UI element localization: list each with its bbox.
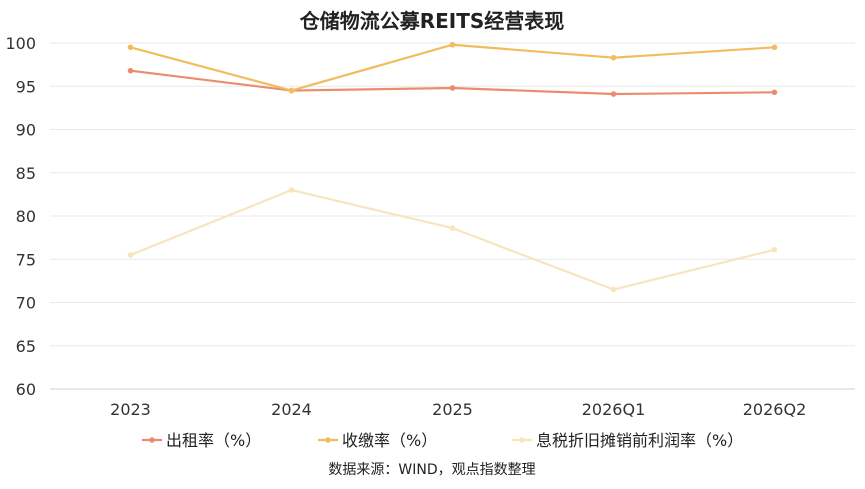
series-line-3 (130, 188, 775, 291)
data-point (288, 187, 295, 193)
x-tick-label: 2026Q1 (582, 400, 646, 419)
legend: 出租率（%） 收缴率（%） 息税折旧摊销前利润率（%） (142, 431, 743, 450)
data-point (771, 89, 778, 96)
y-tick-label: 85 (16, 164, 36, 183)
data-point (127, 67, 134, 74)
chart-title: 仓储物流公募REITS经营表现 (299, 9, 565, 33)
series-group (127, 41, 778, 293)
y-tick-label: 90 (16, 121, 36, 140)
y-tick-label: 75 (16, 250, 36, 269)
data-point (127, 44, 134, 51)
data-point (610, 286, 617, 293)
data-point (449, 225, 456, 231)
legend-label-2: 收缴率（%） (342, 431, 437, 450)
data-point (610, 91, 617, 97)
data-point (127, 252, 134, 258)
data-point (771, 44, 778, 51)
y-tick-label: 60 (16, 380, 36, 399)
source-note: 数据来源：WIND，观点指数整理 (328, 462, 535, 478)
y-tick-label: 70 (16, 294, 36, 313)
x-axis: 2023 2024 2025 2026Q1 2026Q2 (110, 400, 806, 419)
y-tick-label: 95 (16, 77, 36, 96)
data-point (771, 246, 778, 253)
x-tick-label: 2024 (271, 400, 312, 419)
x-tick-label: 2023 (110, 400, 151, 419)
legend-marker-3 (519, 437, 525, 443)
data-point (288, 87, 295, 94)
data-point (449, 85, 456, 91)
y-tick-label: 65 (16, 337, 36, 356)
legend-marker-2 (325, 437, 331, 443)
y-axis: 60 65 70 75 80 85 90 95 100 (5, 34, 36, 399)
gridlines (50, 42, 855, 390)
legend-marker-1 (149, 437, 155, 443)
y-tick-label: 80 (16, 207, 36, 226)
x-tick-label: 2026Q2 (743, 400, 807, 419)
data-point (449, 41, 456, 48)
legend-label-1: 出租率（%） (166, 431, 261, 450)
y-tick-label: 100 (5, 34, 36, 53)
x-tick-label: 2025 (432, 400, 473, 419)
legend-label-3: 息税折旧摊销前利润率（%） (536, 431, 743, 450)
data-point (610, 54, 617, 61)
